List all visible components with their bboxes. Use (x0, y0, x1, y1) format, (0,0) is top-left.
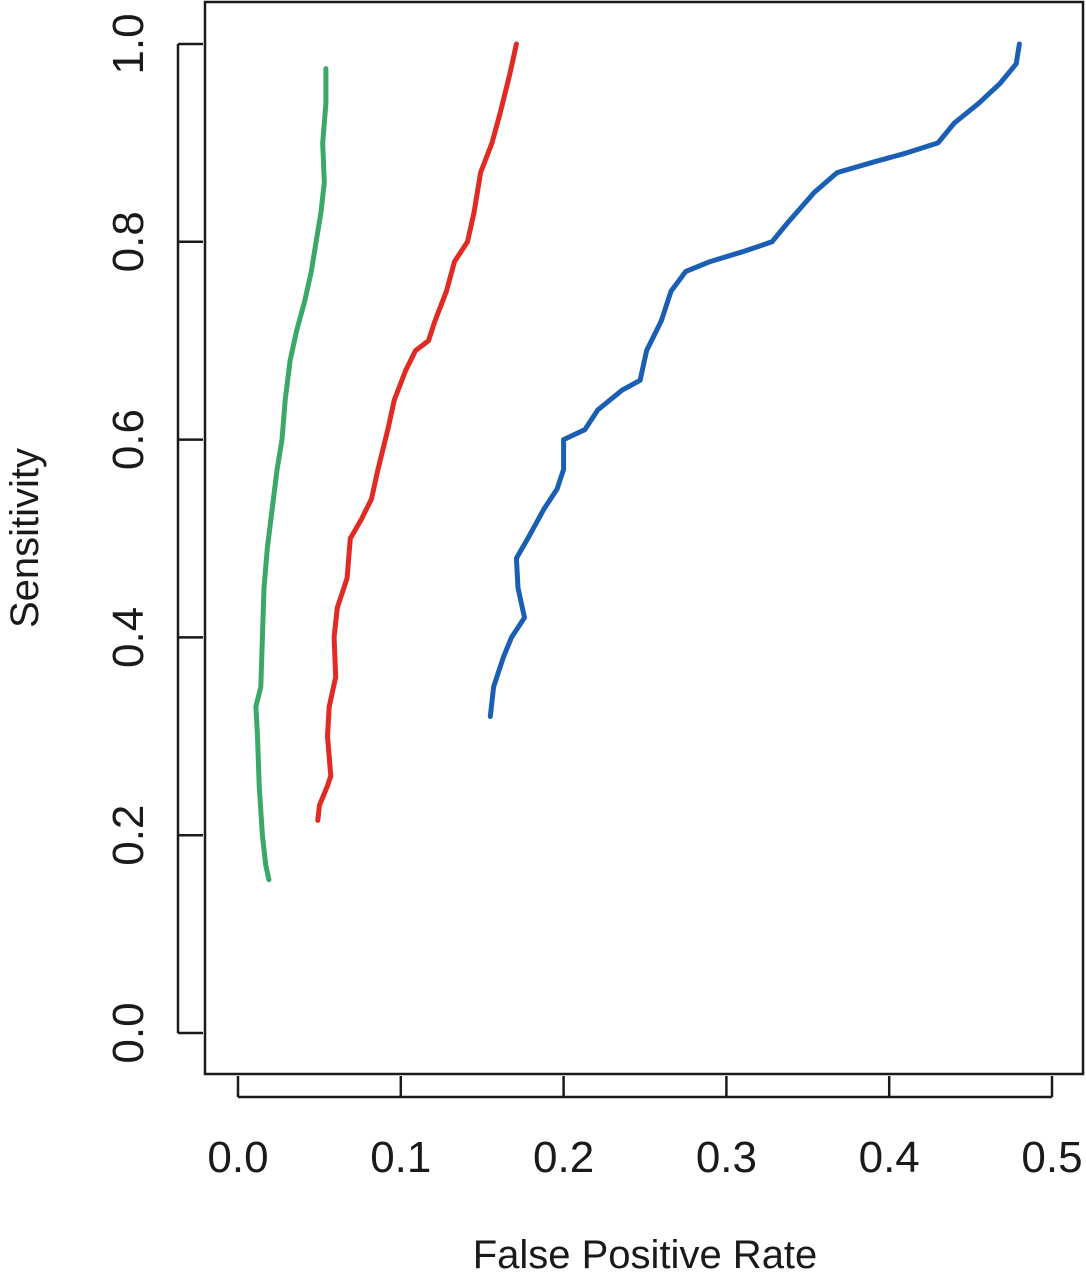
y-tick-label: 0.4 (104, 607, 153, 668)
y-tick-label: 0.2 (104, 805, 153, 866)
roc-curve-2 (315, 41, 519, 823)
x-axis-label: False Positive Rate (473, 1233, 818, 1277)
roc-curve-3 (487, 41, 1022, 719)
y-axis: 0.0 0.2 0.4 0.6 0.8 1.0 (104, 13, 203, 1064)
roc-curve-1 (253, 66, 329, 883)
x-tick-label: 0.5 (1021, 1133, 1082, 1182)
x-tick-label: 0.3 (696, 1133, 757, 1182)
y-tick-label: 0.6 (104, 409, 153, 470)
x-axis: 0.0 0.1 0.2 0.3 0.4 0.5 (207, 1076, 1083, 1182)
x-tick-label: 0.2 (533, 1133, 594, 1182)
plot-frame (203, 0, 1085, 1076)
x-tick-label: 0.0 (207, 1133, 268, 1182)
y-tick-label: 1.0 (104, 13, 153, 74)
x-tick-label: 0.1 (370, 1133, 431, 1182)
x-tick-label: 0.4 (859, 1133, 920, 1182)
y-tick-label: 0.0 (104, 1002, 153, 1063)
y-axis-label: Sensitivity (3, 448, 47, 628)
series-layer (253, 41, 1022, 883)
y-tick-label: 0.8 (104, 211, 153, 272)
